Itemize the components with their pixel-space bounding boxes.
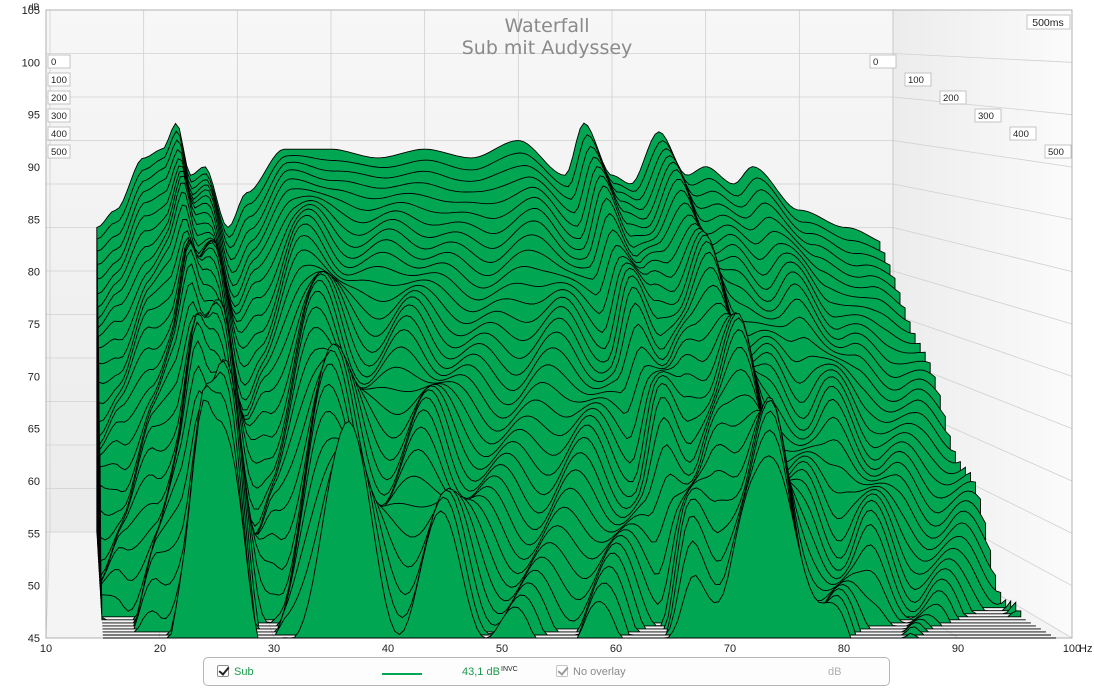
y-tick-label: 55 (28, 528, 40, 540)
series-value: 43,1 dB (462, 666, 500, 678)
chart-subtitle: Sub mit Audyssey (462, 37, 633, 59)
time-tick-right-box (1044, 144, 1072, 159)
time-tick-right: 200 (943, 93, 959, 104)
time-tick-right: 400 (1013, 129, 1029, 140)
x-tick-label: 90 (952, 643, 964, 655)
time-tick-left-box (47, 144, 71, 159)
side-gridline (892, 270, 1073, 325)
x-tick-label: 20 (154, 643, 166, 655)
time-tick-left-box (47, 54, 71, 69)
legend-bar: Sub 43,1 dB INVC No overlay dB (203, 657, 890, 686)
axes: 45 50 55 60 65 70 75 80 85 90 95 100 105 10 20 30 40 50 60… (22, 5, 1082, 655)
time-tick-left: 300 (51, 111, 67, 122)
time-tick-right: 300 (978, 111, 994, 122)
chart-title: Waterfall (504, 15, 589, 37)
waterfall-slices (96, 122, 1056, 639)
y-tick-label: 85 (28, 214, 40, 226)
time-tick-left: 400 (51, 129, 67, 140)
waterfall-slice (103, 399, 1056, 639)
legend-unit: dB (828, 666, 842, 678)
time-tick-left: 0 (51, 57, 56, 68)
x-tick-label: 100 (1063, 643, 1081, 655)
side-gridline (892, 53, 1073, 63)
y-tick-label: 100 (22, 57, 40, 69)
side-gridline (892, 140, 1073, 168)
y-tick-label: 60 (28, 476, 40, 488)
waterfall-chart: 45 50 55 60 65 70 75 80 85 90 95 100 105 10 20 30 40 50 60… (22, 2, 1093, 655)
y-tick-label: 75 (28, 319, 40, 331)
series-line-swatch (382, 673, 422, 675)
time-tick-right-box (974, 108, 1002, 123)
x-tick-label: 10 (40, 643, 52, 655)
time-axis-label-text: 500ms (1032, 17, 1064, 29)
y-tick-label: 50 (28, 581, 40, 593)
time-tick-right-box (1009, 126, 1037, 141)
time-tick-left-box (47, 90, 71, 105)
overlay-checkbox[interactable] (556, 665, 568, 677)
x-axis-unit: Hz (1079, 643, 1092, 655)
time-tick-right: 500 (1048, 147, 1064, 158)
y-tick-label: 45 (28, 633, 40, 645)
time-tick-right-box (904, 72, 932, 87)
x-tick-label: 70 (724, 643, 736, 655)
x-tick-label: 30 (268, 643, 280, 655)
time-tick-left: 500 (51, 147, 67, 158)
time-tick-right: 0 (873, 57, 878, 68)
time-tick-left-box (47, 72, 71, 87)
overlay-label[interactable]: No overlay (573, 666, 626, 678)
side-gridline (892, 183, 1073, 220)
y-axis-label: dB (28, 2, 39, 12)
time-tick-left-box (47, 126, 71, 141)
x-tick-label: 50 (496, 643, 508, 655)
series-name[interactable]: Sub (234, 666, 254, 678)
y-tick-label: 70 (28, 371, 40, 383)
time-tick-right-box (939, 90, 967, 105)
time-tick-right: 100 (908, 75, 924, 86)
series-checkbox[interactable] (217, 665, 229, 677)
floor-gridline (45, 531, 51, 639)
time-tick-left-box (47, 108, 71, 123)
time-tick-left: 200 (51, 93, 67, 104)
side-gridline (892, 96, 1073, 116)
time-axis-label: 500ms (1026, 14, 1071, 30)
time-tick-left: 100 (51, 75, 67, 86)
time-tick-right-box (869, 54, 897, 69)
x-tick-label: 80 (838, 643, 850, 655)
y-tick-label: 90 (28, 162, 40, 174)
y-tick-label: 105 (22, 5, 40, 17)
y-tick-label: 80 (28, 267, 40, 279)
side-gridline (892, 314, 1073, 377)
y-tick-label: 95 (28, 110, 40, 122)
side-gridline (892, 227, 1073, 273)
x-tick-label: 60 (610, 643, 622, 655)
series-value-suffix: INVC (501, 666, 518, 673)
x-tick-label: 40 (382, 643, 394, 655)
y-tick-label: 65 (28, 424, 40, 436)
